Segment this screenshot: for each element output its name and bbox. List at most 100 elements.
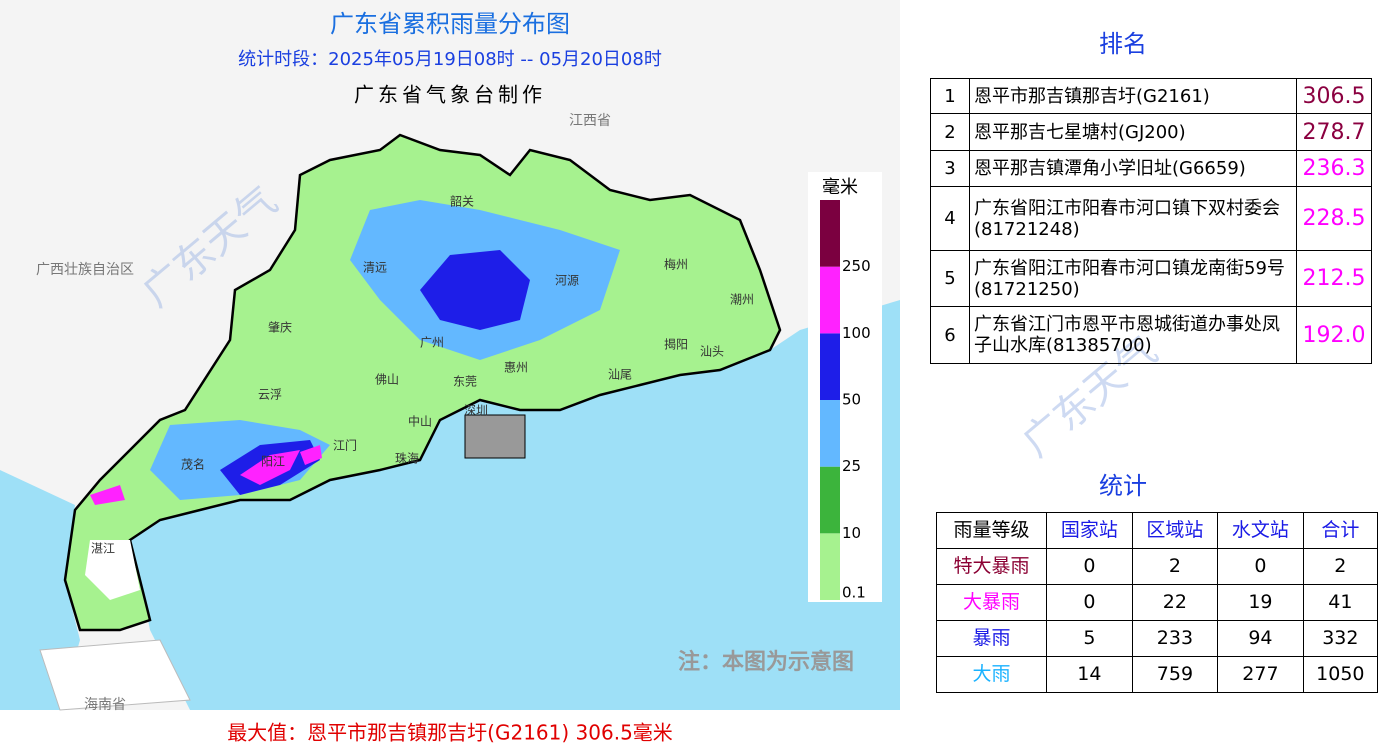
table-cell: 5 — [930, 250, 970, 307]
table-cell: 大暴雨 — [935, 584, 1048, 621]
legend-swatch — [820, 466, 840, 534]
legend-unit: 毫米 — [822, 177, 858, 198]
legend-label: 250 — [842, 257, 871, 275]
city-label: 湛江 — [91, 542, 115, 556]
table-cell: 6 — [930, 306, 970, 364]
table-cell: 1050 — [1302, 656, 1379, 693]
table-row: 3 恩平那吉镇潭角小学旧址(G6659) 236.3 — [930, 150, 1372, 187]
city-label: 潮州 — [730, 292, 754, 307]
legend-swatch — [820, 200, 840, 267]
table-cell: 特大暴雨 — [935, 548, 1048, 585]
city-label: 清远 — [363, 261, 387, 275]
table-cell: 332 — [1302, 620, 1379, 657]
table-row: 暴雨 5 233 94 332 — [935, 620, 1379, 657]
period: 统计时段：2025年05月19日08时 -- 05月20日08时 — [238, 49, 662, 70]
table-row: 雨量等级 国家站 区域站 水文站 合计 — [935, 512, 1379, 549]
legend-label: 10 — [842, 524, 861, 542]
ranking-table: 1 恩平市那吉镇那吉圩(G2161) 306.5 2 恩平那吉七星塘村(GJ200) 27… — [930, 78, 1372, 364]
table-cell: 14 — [1046, 656, 1133, 693]
map-note: 注：本图为示意图 — [678, 649, 854, 675]
city-label: 深圳 — [464, 404, 488, 418]
title: 广东省累积雨量分布图 — [330, 10, 570, 38]
city-label: 梅州 — [664, 257, 688, 272]
table-cell: 2 — [1131, 548, 1219, 585]
table-cell: 5 — [1046, 620, 1133, 657]
table-cell: 306.5 — [1296, 78, 1372, 114]
table-cell: 2 — [1302, 548, 1379, 585]
table-cell: 3 — [930, 150, 970, 187]
table-cell: 合计 — [1302, 512, 1379, 549]
no-rain — [85, 540, 140, 600]
legend-swatch — [820, 266, 840, 334]
ranking-title: 排名 — [1099, 30, 1147, 58]
table-row: 4 广东省阳江市阳春市河口镇下双村委会(81721248) 228.5 — [930, 186, 1372, 251]
rain-50 — [420, 250, 530, 330]
footer: 最大值：恩平市那吉镇那吉圩(G2161) 306.5毫米 — [227, 721, 673, 745]
city-label: 江门 — [333, 438, 357, 453]
table-cell: 233 — [1131, 620, 1219, 657]
table-row: 5 广东省阳江市阳春市河口镇龙南街59号(81721250) 212.5 — [930, 250, 1372, 307]
table-cell: 41 — [1302, 584, 1379, 621]
legend-label: 100 — [842, 324, 871, 342]
table-cell: 恩平那吉镇潭角小学旧址(G6659) — [969, 150, 1297, 187]
table-cell: 大雨 — [935, 656, 1048, 693]
city-label: 揭阳 — [664, 337, 688, 352]
table-cell: 236.3 — [1296, 150, 1372, 187]
city-label: 珠海 — [395, 451, 419, 466]
table-cell: 0 — [1217, 548, 1304, 585]
sea — [0, 300, 900, 710]
table-cell: 228.5 — [1296, 186, 1372, 251]
table-cell: 雨量等级 — [935, 512, 1048, 549]
city-label: 云浮 — [258, 388, 282, 402]
hong-kong — [464, 414, 526, 459]
city-label: 阳江 — [261, 455, 285, 469]
table-cell: 恩平市那吉镇那吉圩(G2161) — [969, 78, 1297, 114]
table-cell: 759 — [1131, 656, 1219, 693]
stats-table: 雨量等级 国家站 区域站 水文站 合计 特大暴雨 0 2 0 2 大暴雨 0 22 19 41 暴雨 5 233 9… — [935, 512, 1379, 693]
table-cell: 广东省阳江市阳春市河口镇下双村委会(81721248) — [969, 186, 1297, 251]
table-cell: 国家站 — [1046, 512, 1133, 549]
stats-title: 统计 — [1099, 472, 1147, 500]
rain-100 — [300, 445, 322, 465]
table-cell: 区域站 — [1131, 512, 1219, 549]
legend-swatch — [820, 333, 840, 400]
rain-100 — [90, 485, 125, 505]
legend-label: 0.1 — [842, 584, 866, 602]
table-cell: 水文站 — [1217, 512, 1304, 549]
neighbor-label: 江西省 — [569, 113, 611, 129]
table-cell: 19 — [1217, 584, 1304, 621]
city-label: 汕头 — [700, 345, 724, 359]
table-cell: 恩平那吉七星塘村(GJ200) — [969, 113, 1297, 151]
table-cell: 4 — [930, 186, 970, 251]
city-label: 东莞 — [453, 375, 477, 389]
table-cell: 278.7 — [1296, 113, 1372, 151]
city-label: 广州 — [420, 336, 444, 350]
table-row: 大暴雨 0 22 19 41 — [935, 584, 1379, 621]
table-cell: 广东省江门市恩平市恩城街道办事处凤子山水库(81385700) — [969, 306, 1297, 364]
table-cell: 广东省阳江市阳春市河口镇龙南街59号(81721250) — [969, 250, 1297, 307]
table-cell: 1 — [930, 78, 970, 114]
legend-swatch — [820, 533, 840, 600]
table-cell: 0 — [1046, 548, 1133, 585]
city-label: 茂名 — [181, 457, 205, 472]
city-label: 韶关 — [450, 194, 474, 209]
legend-swatch — [820, 400, 840, 467]
rain-100 — [240, 450, 300, 485]
table-cell: 277 — [1217, 656, 1304, 693]
table-cell: 0 — [1046, 584, 1133, 621]
neighbor-label: 广西壮族自治区 — [36, 262, 134, 278]
table-row: 1 恩平市那吉镇那吉圩(G2161) 306.5 — [930, 78, 1372, 114]
table-row: 大雨 14 759 277 1050 — [935, 656, 1379, 693]
table-cell: 2 — [930, 113, 970, 151]
city-label: 肇庆 — [268, 320, 292, 335]
city-label: 汕尾 — [608, 368, 632, 382]
legend-label: 50 — [842, 391, 861, 409]
table-cell: 94 — [1217, 620, 1304, 657]
city-label: 惠州 — [504, 361, 528, 375]
table-row: 2 恩平那吉七星塘村(GJ200) 278.7 — [930, 113, 1372, 151]
maker: 广东省气象台制作 — [354, 83, 546, 107]
hainan — [39, 639, 191, 711]
table-row: 6 广东省江门市恩平市恩城街道办事处凤子山水库(81385700) 192.0 — [930, 306, 1372, 364]
table-cell: 192.0 — [1296, 306, 1372, 364]
